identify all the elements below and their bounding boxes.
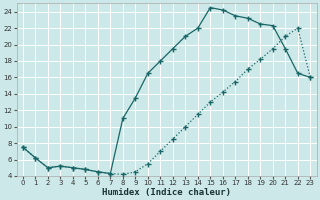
X-axis label: Humidex (Indice chaleur): Humidex (Indice chaleur)	[102, 188, 231, 197]
